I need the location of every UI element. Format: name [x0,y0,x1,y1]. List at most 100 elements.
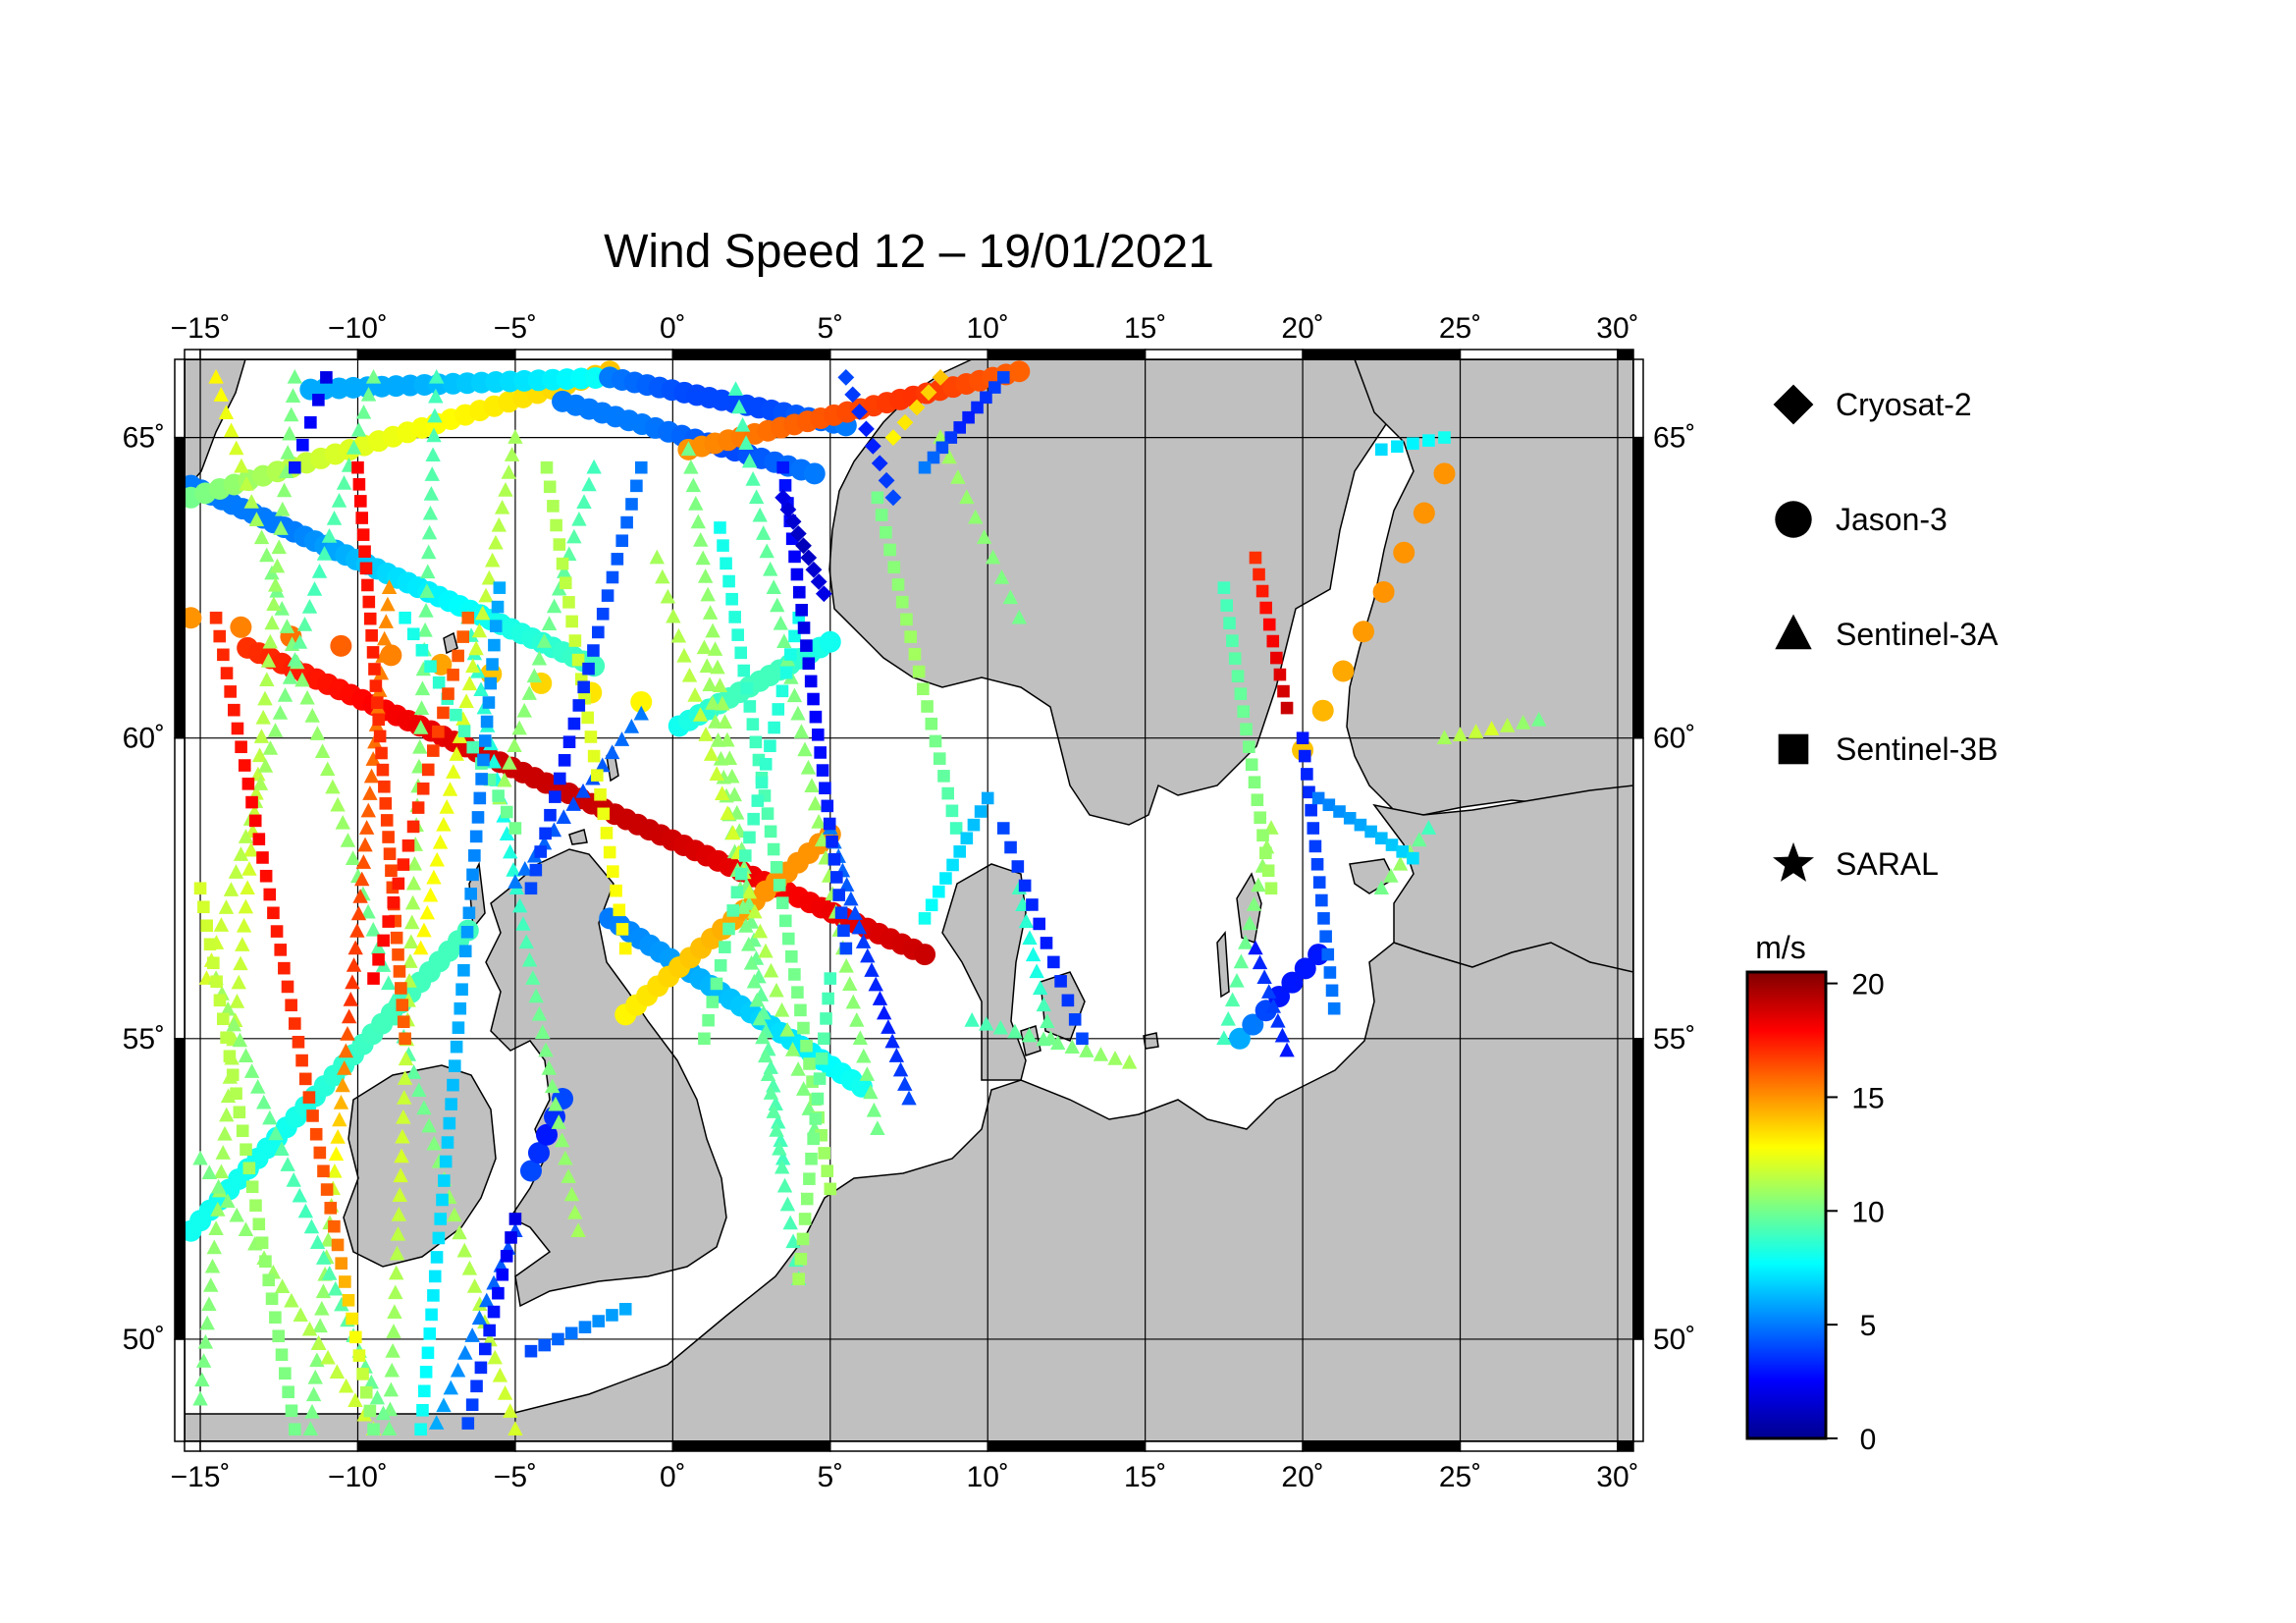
cryosat2-point [784,513,802,530]
sentinel3a-point [267,576,284,592]
sentinel3b-point [917,682,930,696]
sentinel3b-point [587,644,600,657]
sentinel3b-point [470,1380,483,1393]
sentinel3a-point [856,1048,872,1063]
sentinel3b-point [1305,803,1317,817]
sentinel3a-point [436,1397,452,1413]
sentinel3b-point [378,780,391,793]
sentinel3b-point [278,961,291,975]
sentinel3a-point [350,905,367,921]
sentinel3b-point [427,744,440,757]
sentinel3b-point [953,845,966,858]
sentinel3a-point [790,1061,806,1076]
lon-tick-label-bottom: 0˚ [660,1461,686,1493]
sentinel3a-point [422,505,439,520]
cryosat2-point [815,585,832,603]
sentinel3b-point [791,986,804,999]
sentinel3b-point [382,831,395,843]
sentinel3a-point [1420,820,1437,835]
sentinel3b-point [883,543,896,557]
sentinel3a-point [507,874,523,889]
sentinel3a-point [330,796,346,812]
frame-bar-segment [671,349,831,360]
sentinel3b-point [475,773,488,785]
sentinel3b-point [747,812,760,826]
sentinel3b-point [397,858,410,871]
sentinel3a-point [1246,896,1262,911]
frame-bar-segment [174,736,186,1040]
sentinel3a-point [280,1157,295,1171]
sentinel3b-point [1253,568,1265,581]
sentinel3b-point [781,932,795,946]
sentinel3b-point [396,999,409,1011]
sentinel3a-point [1025,947,1041,962]
sentinel3a-point [264,615,280,630]
frame-bar-segment [987,1440,1147,1452]
sentinel3a-point [235,937,250,951]
sentinel3b-point [726,904,740,917]
sentinel3a-point [201,1164,218,1180]
sentinel3b-point [489,620,503,632]
sentinel3b-point [210,975,223,989]
sentinel3b-point [500,805,513,819]
sentinel3b-point [529,863,543,877]
sentinel3a-point [360,903,376,919]
sentinel3a-point [282,425,297,441]
sentinel3b-point [743,831,756,844]
sentinel3b-point [432,1231,446,1245]
legend-item-label: Sentinel-3A [1836,617,1999,652]
sentinel3b-point [298,1072,312,1086]
sentinel3a-point [229,1207,244,1222]
sentinel3a-point [870,1120,885,1135]
land-orkney [568,829,588,845]
sentinel3a-point [312,1318,328,1333]
sentinel3a-point [554,1132,570,1148]
sentinel3b-point [606,1309,618,1322]
sentinel3b-point [562,596,575,609]
sentinel3a-point [301,599,318,614]
sentinel3a-point [424,466,440,481]
sentinel3b-point [767,842,780,856]
sentinel3b-point [437,706,450,720]
frame-bar-segment [1459,1440,1619,1452]
sentinel3a-point [238,829,254,843]
sentinel3a-point [253,529,270,545]
sentinel3a-point [503,1403,518,1418]
sentinel3b-point [461,611,475,624]
sentinel3a-point [365,921,381,937]
sentinel3a-point [486,753,502,769]
frame-bar-segment [671,1440,831,1452]
sentinel3a-point [771,1113,786,1129]
sentinel3a-point [849,1012,865,1027]
sentinel3a-point [766,1104,781,1118]
sentinel3a-point [1436,730,1453,744]
sentinel3b-point [731,628,744,641]
sentinel3b-point [871,491,884,505]
sentinel3b-point [493,581,507,594]
sentinel3b-point [1237,705,1250,718]
sentinel3a-point [199,1315,215,1330]
sentinel3a-point [390,1225,406,1241]
sentinel3a-point [680,441,697,457]
sentinel3a-point [497,1385,513,1400]
cryosat2-point [795,537,812,555]
sentinel3a-point [446,764,461,779]
sentinel3a-point [566,528,582,544]
sentinel3b-point [193,882,207,895]
sentinel3b-point [967,818,981,832]
sentinel3a-point [461,1260,478,1275]
sentinel3a-point [484,552,501,568]
sentinel3a-point [494,499,510,514]
sentinel3a-point [332,1111,347,1127]
sentinel3a-point [262,1109,278,1125]
sentinel3b-point [256,851,269,864]
sentinel3a-point [231,974,246,990]
sentinel3a-point [570,1222,586,1238]
jason3-point [819,630,841,653]
lon-tick-label-bottom: 5˚ [817,1461,843,1493]
sentinel3b-point [698,1032,711,1046]
sentinel3b-point [908,648,922,661]
sentinel3b-point [372,713,386,727]
frame-bar-segment [1302,349,1462,360]
sentinel3b-point [618,942,632,955]
